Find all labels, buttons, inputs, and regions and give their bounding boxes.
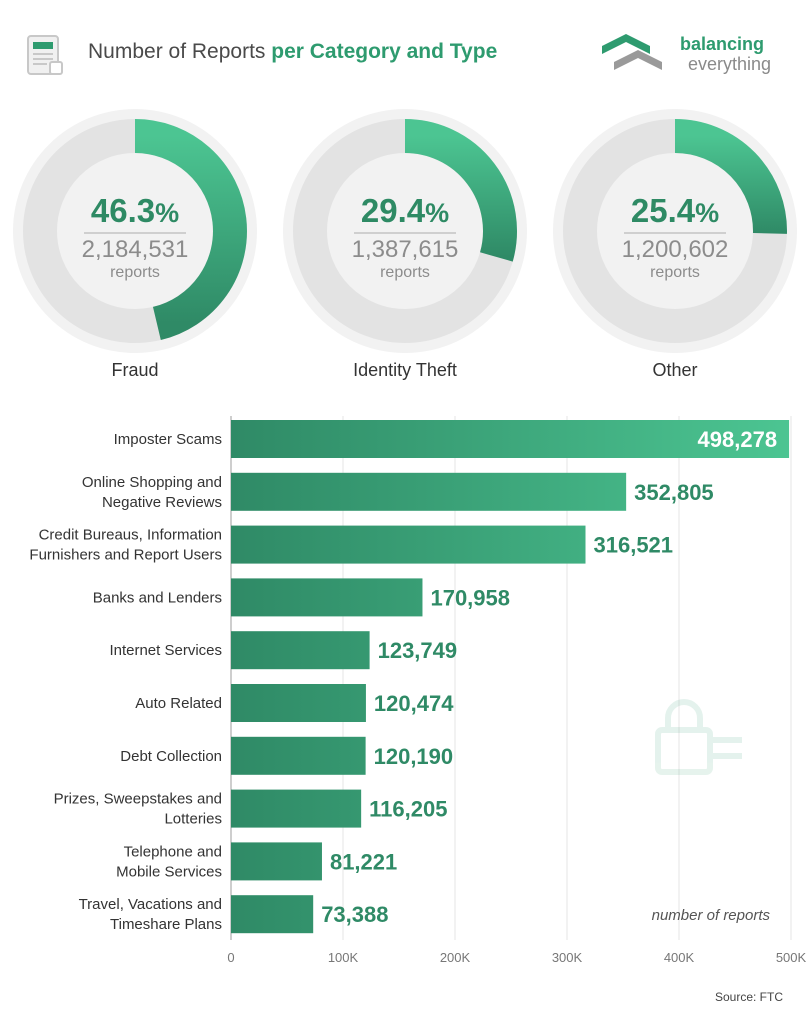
- value-label: 116,205: [369, 797, 447, 822]
- category-label: Internet Services: [109, 642, 222, 659]
- value-label: 352,805: [634, 480, 714, 505]
- donut-unit: reports: [650, 264, 700, 281]
- source-note: Source: FTC: [714, 990, 783, 1004]
- value-label: 120,474: [374, 691, 454, 716]
- donut-count: 1,387,615: [351, 236, 459, 263]
- header: Number of Reports per Category and Type …: [0, 0, 811, 100]
- bar-chart: Imposter Scams Online Shopping and Negativ…: [29, 416, 807, 965]
- donut-divider: [354, 232, 456, 234]
- logo: balancing everything: [600, 32, 800, 82]
- x-tick-label: 100K: [328, 950, 359, 965]
- category-label: Travel, Vacations and: [79, 896, 222, 913]
- donut-unit: reports: [380, 264, 430, 281]
- donut-ring: [283, 109, 527, 353]
- donut-percent-sign: %: [695, 198, 720, 228]
- donut-percent: 25.4%: [552, 192, 798, 230]
- bar: [231, 472, 627, 511]
- category-label: Negative Reviews: [102, 494, 222, 511]
- category-label: Debt Collection: [120, 748, 222, 765]
- donut-count: 2,184,531: [81, 236, 189, 263]
- value-label: 73,388: [321, 902, 388, 927]
- value-label: 170,958: [430, 585, 510, 610]
- value-label: 81,221: [330, 849, 397, 874]
- page-title: Number of Reports per Category and Type: [88, 40, 497, 64]
- bar: [231, 420, 790, 458]
- category-label: Online Shopping and: [82, 474, 222, 491]
- donut-label: Other: [652, 360, 698, 380]
- donut-percent-value: 29.4: [360, 192, 426, 229]
- donut-divider: [624, 232, 726, 234]
- donut-percent-sign: %: [155, 198, 180, 228]
- category-label: Prizes, Sweepstakes and: [54, 791, 222, 808]
- donut-percent: 46.3%: [12, 192, 258, 230]
- category-label: Imposter Scams: [114, 431, 222, 448]
- bar: [231, 789, 362, 828]
- donut-identity-theft: 29.4% 1,387,615 reports Identity Theft: [282, 108, 528, 388]
- bar: [231, 578, 423, 617]
- category-label: Timeshare Plans: [110, 916, 222, 933]
- category-label: Furnishers and Report Users: [29, 547, 222, 564]
- donut-ring: [13, 109, 257, 353]
- donut-arc: [674, 119, 787, 234]
- x-tick-label: 200K: [440, 950, 471, 965]
- donut-divider: [84, 232, 186, 234]
- value-label: 316,521: [594, 533, 674, 558]
- donut-ring: [553, 109, 797, 353]
- x-axis-label: number of reports: [652, 907, 771, 924]
- value-label: 498,278: [698, 427, 778, 452]
- donut-label: Fraud: [111, 360, 159, 380]
- value-labels: 498,278 352,805 316,521 170,958 123,749 120,4…: [321, 427, 777, 927]
- category-label: Banks and Lenders: [93, 589, 222, 606]
- x-tick-label: 300K: [552, 950, 583, 965]
- lock-watermark-icon: [655, 699, 742, 775]
- bar: [231, 895, 314, 934]
- x-tick-label: 0: [227, 950, 234, 965]
- value-label: 120,190: [374, 744, 454, 769]
- value-label: 123,749: [378, 638, 458, 663]
- bar: [231, 684, 366, 722]
- category-label: Mobile Services: [116, 863, 222, 880]
- bar: [231, 736, 366, 775]
- donut-fraud: 46.3% 2,184,531 reports Fraud: [12, 108, 258, 388]
- donut-count: 1,200,602: [621, 236, 729, 263]
- x-tick-label: 400K: [664, 950, 695, 965]
- balancing-everything-logo: [602, 34, 662, 70]
- bar: [231, 842, 322, 881]
- document-icon: [27, 35, 63, 75]
- category-label: Telephone and: [124, 843, 222, 860]
- donut-percent: 29.4%: [282, 192, 528, 230]
- donut-percent-sign: %: [425, 198, 450, 228]
- donut-label: Identity Theft: [353, 360, 457, 380]
- bar: [231, 631, 370, 670]
- donut-other: 25.4% 1,200,602 reports Other: [552, 108, 798, 388]
- category-labels: Imposter Scams Online Shopping and Negativ…: [29, 431, 222, 933]
- x-axis-ticks: 0 100K 200K 300K 400K 500K: [227, 950, 806, 965]
- title-bold: per Category and Type: [271, 40, 498, 63]
- logo-line1: balancing: [680, 34, 765, 54]
- title-plain: Number of Reports: [88, 40, 272, 63]
- donut-arc: [134, 119, 247, 340]
- bars: [231, 420, 790, 934]
- category-label: Auto Related: [135, 695, 222, 712]
- logo-line2: everything: [688, 54, 772, 74]
- bar: [231, 525, 586, 564]
- donut-percent-value: 25.4: [630, 192, 696, 229]
- donut-percent-value: 46.3: [90, 192, 156, 229]
- category-label: Lotteries: [164, 811, 222, 828]
- x-tick-label: 500K: [776, 950, 807, 965]
- category-label: Credit Bureaus, Information: [39, 527, 222, 544]
- donut-arc: [404, 119, 517, 262]
- donut-unit: reports: [110, 264, 160, 281]
